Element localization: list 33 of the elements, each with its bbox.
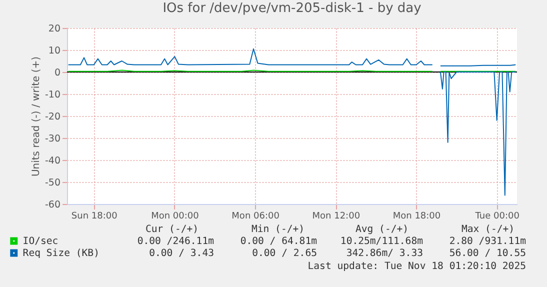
x-tick-label: Mon 06:00 [232,212,280,222]
text: 342.86m/ 3.33 [346,248,424,259]
text: Last update: Tue Nov 18 01:20:10 2025 [308,261,526,272]
y-tick-label: 0 [54,68,60,78]
y-tick-label: -20 [44,112,60,122]
y-axis-title: Units read (-) / write (+) [30,56,42,177]
y-tick-label: 20 [48,24,60,34]
text: Min (-/+) [251,224,305,235]
text: 10.25m/111.68m [340,236,424,247]
text: Max (-/+) [461,224,515,235]
text: Cur (-/+) [145,224,199,235]
y-tick-label: -40 [44,156,60,166]
y-tick-label: -60 [44,200,60,210]
y-tick-label: 10 [48,46,60,56]
line-series [440,72,516,196]
y-tick-label: -30 [44,134,60,144]
text: 0.00 /246.11m [137,236,214,247]
x-tick-label: Sun 18:00 [71,212,118,222]
text: 0.00 / 3.43 [149,248,214,259]
y-tick-label: -10 [44,90,60,100]
text: Avg (-/+) [355,224,409,235]
y-tick-label: -50 [44,178,60,188]
x-tick-label: Tue 00:00 [474,212,520,222]
x-tick-label: Mon 18:00 [392,212,441,222]
text: 0.00 / 64.81m [240,236,318,247]
text: 0.00 / 2.65 [252,248,318,259]
x-tick-label: Mon 12:00 [312,212,360,222]
text: 56.00 / 10.55 [449,248,526,259]
x-tick-label: Mon 00:00 [151,212,200,222]
text: 2.80 /931.11m [449,236,526,247]
chart-title: IOs for /dev/pve/vm-205-disk-1 - by day [162,1,422,16]
legend-label: Req Size (KB) [22,248,100,259]
legend-label: IO/sec [22,236,58,247]
